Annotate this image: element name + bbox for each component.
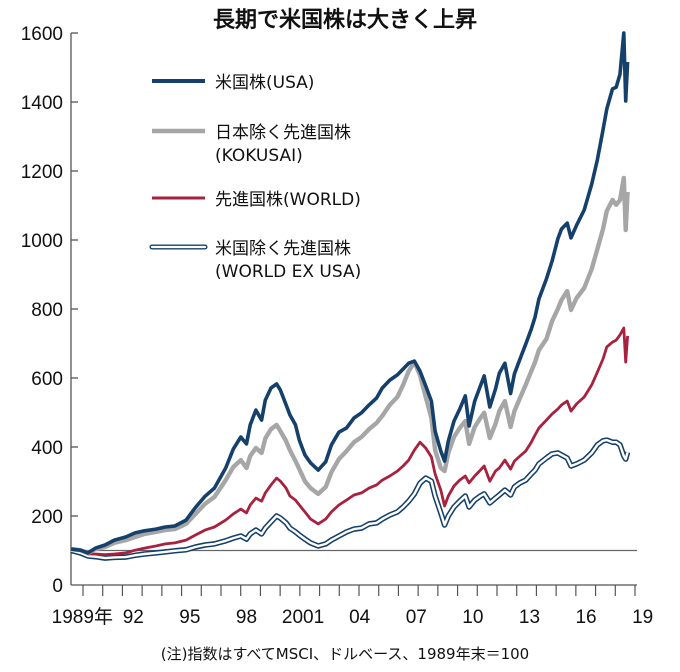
y-tick-label: 600 (31, 369, 63, 390)
y-axis: 0 200 400 600 800 1000 1200 1400 1600 (21, 24, 78, 597)
legend-label-world: 先進国株(WORLD) (215, 190, 361, 210)
series-world (70, 326, 629, 556)
x-tick-label: 07 (406, 607, 427, 628)
x-tick-label: 19 (632, 607, 653, 628)
x-tick-label: 16 (575, 607, 596, 628)
footnote: (注)指数はすべてMSCI、ドルベース、1989年末＝100 (161, 645, 529, 663)
chart-title: 長期で米国株は大きく上昇 (213, 8, 477, 33)
x-tick-label: 92 (123, 607, 144, 628)
legend-label-world-ex-usa-line2: (WORLD EX USA) (215, 262, 361, 282)
legend: 米国株(USA) 日本除く先進国株 (KOKUSAI) 先進国株(WORLD) … (149, 73, 361, 282)
legend-label-kokusai-line2: (KOKUSAI) (215, 146, 303, 166)
x-tick-label: 95 (179, 607, 200, 628)
y-tick-label: 1600 (21, 24, 63, 45)
legend-item-kokusai: 日本除く先進国株 (KOKUSAI) (152, 123, 351, 166)
series-usa (70, 31, 630, 555)
y-tick-label: 1000 (21, 231, 63, 252)
y-tick-label: 800 (31, 300, 63, 321)
y-tick-label: 1200 (21, 162, 63, 183)
x-tick-label: 13 (519, 607, 540, 628)
series-layer (70, 31, 631, 561)
y-tick-label: 200 (31, 507, 63, 528)
x-tick-label: 10 (462, 607, 483, 628)
y-tick-label: 0 (52, 576, 63, 597)
x-tick-label: 1989年 (52, 606, 113, 628)
legend-label-world-ex-usa-line1: 米国除く先進国株 (215, 239, 351, 259)
legend-item-world-ex-usa: 米国除く先進国株 (WORLD EX USA) (149, 239, 361, 282)
x-tick-label: 04 (349, 607, 371, 628)
legend-item-world: 先進国株(WORLD) (152, 190, 361, 210)
legend-label-kokusai-line1: 日本除く先進国株 (215, 123, 351, 143)
legend-item-usa: 米国株(USA) (152, 73, 314, 93)
x-tick-label: 2001 (282, 607, 324, 628)
x-tick-label: 98 (236, 607, 257, 628)
x-axis: 1989年 92 95 98 2001 04 07 10 13 16 19 (52, 584, 653, 628)
legend-label-usa: 米国株(USA) (215, 73, 314, 93)
y-tick-label: 400 (31, 438, 63, 459)
y-tick-label: 1400 (21, 93, 63, 114)
series-world-ex-usa-inner (70, 438, 629, 560)
series-kokusai (70, 175, 630, 556)
